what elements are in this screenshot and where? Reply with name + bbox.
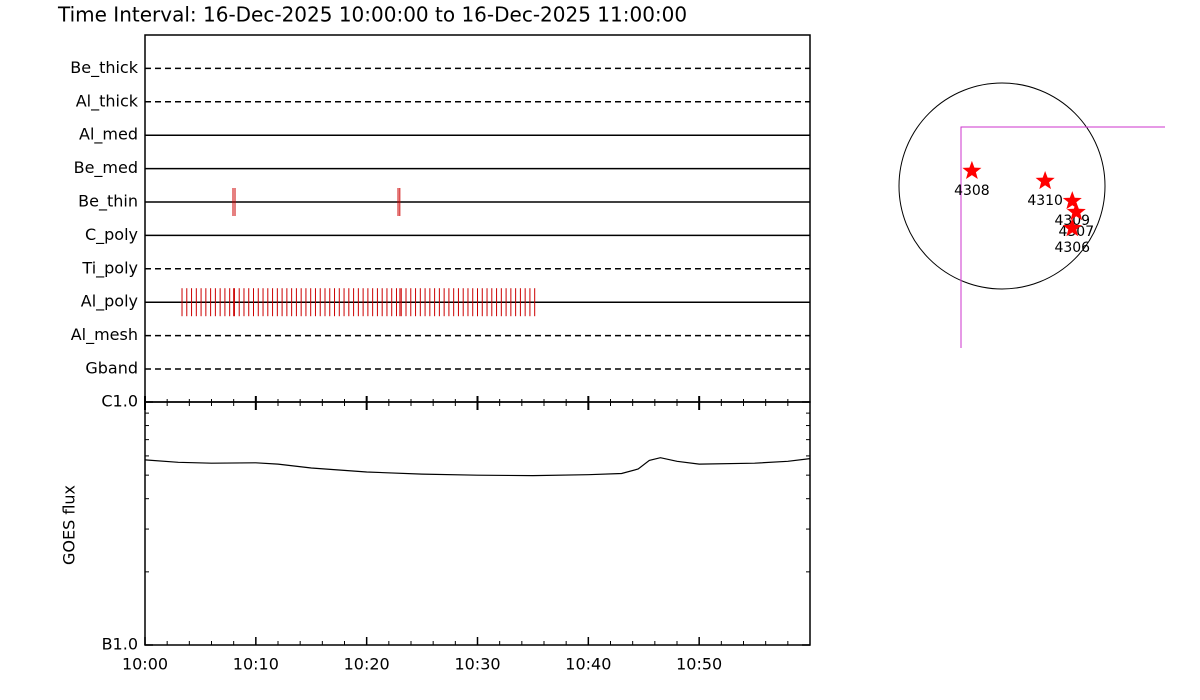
row-label: Al_poly bbox=[81, 292, 138, 312]
row-label: Be_thin bbox=[78, 192, 138, 212]
goes-frame bbox=[144, 401, 811, 646]
x-tick-label: 10:40 bbox=[565, 655, 611, 674]
row-label: Al_med bbox=[79, 125, 138, 145]
x-tick-label: 10:00 bbox=[122, 655, 168, 674]
row-label: Ti_poly bbox=[81, 258, 138, 278]
row-label: Be_thick bbox=[70, 58, 138, 78]
region-star bbox=[1066, 202, 1086, 221]
row-label: Al_thick bbox=[76, 91, 139, 111]
y-tick-label: B1.0 bbox=[102, 635, 138, 654]
timeline-frame bbox=[144, 34, 811, 403]
row-label: Gband bbox=[85, 359, 138, 378]
solar-disk bbox=[898, 82, 1106, 290]
y-tick-label: C1.0 bbox=[101, 392, 138, 411]
x-tick-label: 10:50 bbox=[676, 655, 722, 674]
chart-title: Time Interval: 16-Dec-2025 10:00:00 to 1… bbox=[57, 3, 687, 27]
region-label: 4310 bbox=[1027, 193, 1063, 209]
region-label: 4308 bbox=[954, 183, 990, 199]
x-tick-label: 10:30 bbox=[454, 655, 500, 674]
region-star bbox=[1062, 218, 1082, 237]
region-label: 4306 bbox=[1054, 240, 1090, 256]
fov-box bbox=[960, 126, 1165, 348]
region-star bbox=[1062, 191, 1082, 210]
row-label: Al_mesh bbox=[71, 325, 138, 345]
x-tick-label: 10:10 bbox=[233, 655, 279, 674]
region-star bbox=[1035, 171, 1055, 190]
y-axis-label: GOES flux bbox=[60, 485, 79, 565]
x-tick-label: 10:20 bbox=[344, 655, 390, 674]
goes-curve bbox=[144, 457, 811, 477]
row-label: C_poly bbox=[85, 225, 138, 245]
region-star bbox=[962, 160, 982, 179]
row-label: Be_med bbox=[74, 158, 138, 178]
